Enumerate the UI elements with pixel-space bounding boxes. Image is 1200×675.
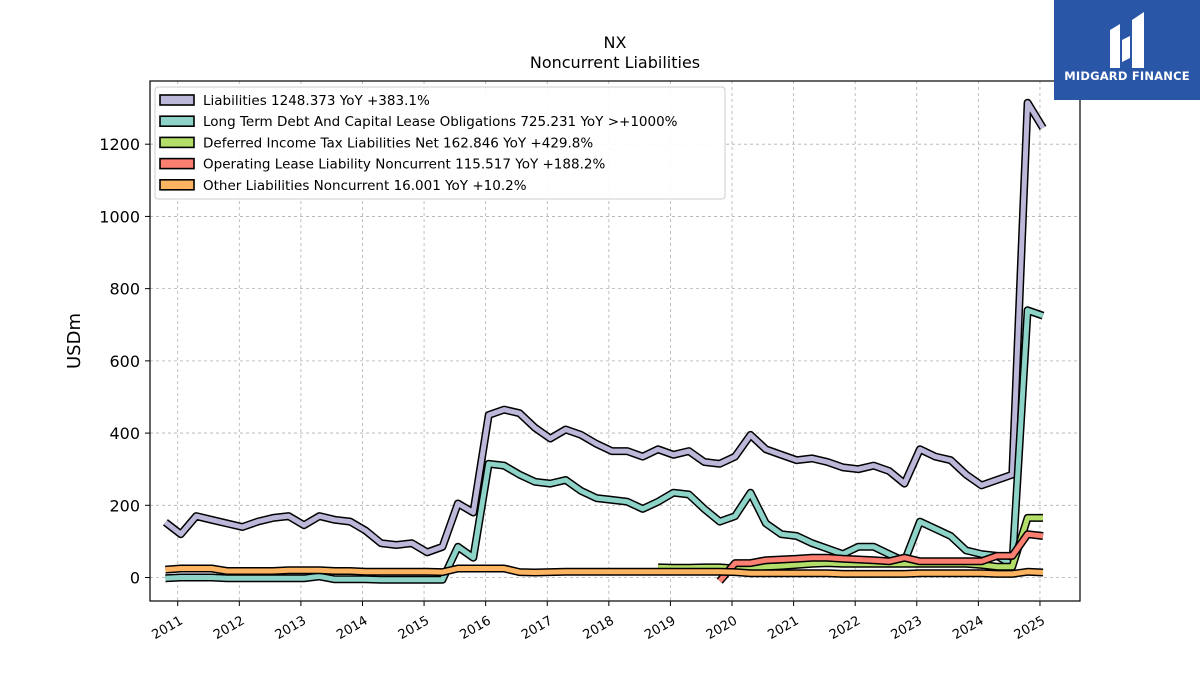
- y-tick-label: 1000: [99, 207, 140, 226]
- x-tick-label: 2021: [765, 613, 801, 643]
- x-tick-label: 2013: [273, 613, 309, 643]
- x-tick-label: 2018: [581, 613, 617, 643]
- chart-subtitle: Noncurrent Liabilities: [529, 53, 701, 72]
- y-axis: 0 200 400 600 800 1000 1200: [99, 135, 150, 588]
- legend-swatch: [159, 94, 195, 106]
- legend-label: Deferred Income Tax Liabilities Net 162.…: [203, 135, 593, 151]
- y-tick-label: 800: [109, 280, 140, 299]
- legend-label: Operating Lease Liability Noncurrent 115…: [203, 157, 605, 173]
- chart-title: NX: [603, 33, 627, 52]
- brand-name: MIDGARD FINANCE: [1064, 69, 1190, 83]
- x-tick-label: 2012: [211, 613, 247, 643]
- x-tick-label: 2015: [396, 613, 432, 643]
- legend: Liabilities 1248.373 YoY +383.1% Long Ter…: [154, 86, 726, 200]
- legend-swatch: [159, 179, 195, 191]
- x-tick-label: 2022: [827, 613, 863, 643]
- x-axis: 2011 2012 2013 2014 2015 2016 2017 2018 2019 2020…: [150, 601, 1048, 643]
- legend-box: [154, 86, 726, 200]
- legend-swatch: [159, 157, 195, 170]
- x-tick-label: 2025: [1012, 613, 1048, 643]
- x-tick-label: 2014: [334, 613, 370, 643]
- legend-label: Other Liabilities Noncurrent 16.001 YoY …: [203, 178, 527, 194]
- legend-swatch: [159, 115, 195, 127]
- series-lines: [162, 98, 1047, 584]
- series-line-other-liabilities-noncurrent: [165, 566, 1044, 577]
- legend-swatch: [159, 136, 195, 149]
- x-tick-label: 2024: [950, 613, 986, 643]
- y-axis-label: USDm: [64, 313, 85, 369]
- plot-frame: [149, 80, 1081, 602]
- legend-label: Liabilities 1248.373 YoY +383.1%: [203, 93, 430, 109]
- legend-label: Long Term Debt And Capital Lease Obligat…: [203, 114, 678, 130]
- y-tick-label: 600: [109, 352, 140, 371]
- x-tick-label: 2011: [150, 613, 186, 643]
- series-line-operating-lease-liability-noncurrent: [717, 531, 1044, 583]
- y-tick-label: 1200: [99, 135, 140, 154]
- y-tick-label: 0: [130, 569, 140, 588]
- x-tick-label: 2016: [458, 613, 494, 643]
- midgard-logo-icon: [1110, 12, 1144, 68]
- x-tick-label: 2017: [519, 613, 555, 643]
- series-line-liabilities: [163, 100, 1046, 555]
- x-tick-label: 2019: [642, 613, 678, 643]
- brand-logo: MIDGARD FINANCE: [1054, 0, 1200, 100]
- x-tick-label: 2023: [889, 613, 925, 643]
- x-tick-label: 2020: [704, 613, 740, 643]
- y-tick-label: 200: [109, 496, 140, 515]
- grid: [150, 81, 1080, 601]
- y-tick-label: 400: [109, 424, 140, 443]
